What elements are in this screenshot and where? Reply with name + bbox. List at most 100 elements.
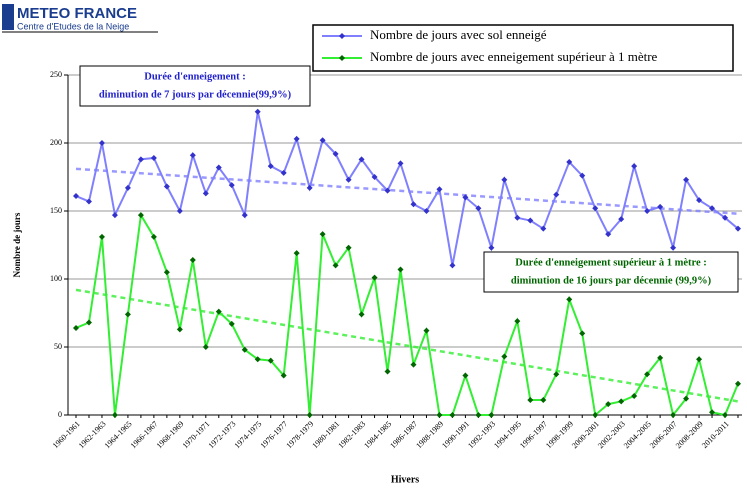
data-point [514,214,521,221]
data-point [98,233,105,240]
data-point [566,159,573,166]
data-point [137,156,144,163]
data-point [241,212,248,219]
data-point [124,311,131,318]
data-point [631,392,638,399]
data-point [384,187,391,194]
data-point [449,262,456,269]
x-tick-label: 1992-1993 [466,419,497,450]
data-point [709,205,716,212]
data-point [73,193,79,200]
data-point [215,164,222,171]
data-point [605,231,612,238]
x-tick-label: 1970-1971 [181,419,212,450]
data-point [319,137,326,144]
data-point [176,326,183,333]
data-point [501,176,508,183]
x-tick-label: 1972-1973 [207,419,238,450]
data-point [137,212,144,219]
data-point [579,172,586,179]
data-point [111,212,118,219]
series-line [75,212,739,418]
data-point [73,324,79,331]
data-point [657,203,664,210]
legend-label: Nombre de jours avec enneigement supérie… [370,49,658,64]
x-tick-label: 1986-1987 [388,419,419,450]
data-point [267,357,274,364]
data-point [254,108,261,115]
data-point [527,397,534,404]
data-point [280,169,287,176]
data-point [592,412,599,418]
x-tick-label: 1964-1965 [103,419,134,450]
legend-box [312,24,734,72]
data-point [644,371,651,378]
x-tick-label: 2006-2007 [648,419,679,450]
data-point [475,205,482,212]
x-tick-label: 1980-1981 [310,419,341,450]
data-point [293,135,300,142]
x-tick-label: 2008-2009 [674,419,705,450]
data-point [670,412,677,418]
data-point [111,412,118,418]
data-point [735,225,741,232]
data-point [683,395,690,402]
x-tick-label: 1978-1979 [284,419,315,450]
data-point [540,397,547,404]
data-point [410,201,417,208]
x-tick-label: 1966-1967 [129,419,160,450]
data-point [722,412,729,418]
data-point [423,327,430,334]
annotation-box [483,251,739,293]
data-point [397,266,404,273]
annotation-text: Durée d'enneigement : [144,71,245,82]
data-point [670,244,677,251]
data-point [85,319,92,326]
data-point [605,401,612,408]
x-tick-label: 1994-1995 [492,419,523,450]
data-point [267,163,274,170]
x-tick-label: 2004-2005 [622,419,653,450]
data-point [358,311,365,318]
x-tick-label: 1962-1963 [77,419,108,450]
x-tick-label: 2010-2011 [700,419,731,450]
x-tick-label: 1974-1975 [233,419,264,450]
data-point [527,217,534,224]
data-point [371,274,378,281]
annotation-box [79,65,311,107]
data-point [371,174,378,180]
data-point [150,154,157,161]
y-tick-label: 150 [50,206,62,215]
data-point [332,150,339,157]
data-point [696,197,703,204]
x-tick-label: 2002-2003 [596,419,627,450]
x-tick-label: 1998-1999 [544,419,575,450]
data-point [306,412,313,418]
data-point [228,320,235,327]
data-point [150,233,157,240]
data-point [553,191,560,198]
y-axis-label: Nombre de jours [12,212,22,277]
data-point [189,152,196,159]
legend-marker [339,33,345,39]
trend-line [75,288,739,403]
y-tick-label: 50 [54,342,62,351]
data-point [579,330,586,337]
data-point [228,182,235,189]
annotation-text: diminution de 7 jours par décennie(99,9%… [99,89,292,100]
x-tick-label: 1982-1983 [336,419,367,450]
x-tick-label: 1990-1991 [440,419,471,450]
annotation-text: diminution de 16 jours par décennie (99,… [511,275,712,286]
data-point [462,194,469,201]
data-point [462,372,469,379]
logo-icon [2,4,14,30]
trend-line [75,167,739,215]
data-point [189,256,196,263]
data-point [631,163,638,170]
data-point [358,156,365,163]
data-point [644,208,651,214]
logo-subtitle: Centre d'Etudes de la Neige [17,21,129,31]
data-point [657,354,664,361]
data-point [293,250,300,257]
